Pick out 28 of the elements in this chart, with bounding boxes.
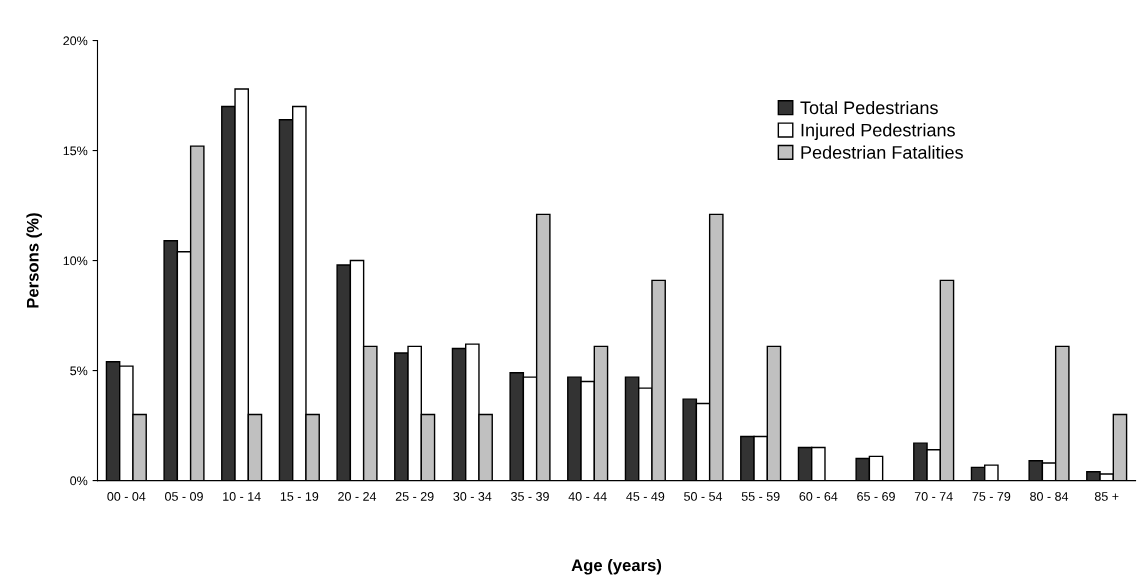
x-tick-label: 25 - 29 (395, 492, 434, 501)
legend-label: Pedestrian Fatalities (801, 145, 963, 159)
x-tick-label: 20 - 24 (338, 492, 377, 501)
x-axis-title: Age (years) (571, 558, 662, 575)
x-tick-label: 45 - 49 (626, 492, 665, 501)
y-tick-label: 0% (70, 476, 88, 486)
y-axis-title: Persons (%) (26, 213, 42, 308)
x-tick-label: 00 - 04 (107, 492, 146, 501)
x-tick-label: 85 + (1094, 492, 1119, 501)
x-tick-label: 15 - 19 (280, 492, 319, 501)
x-tick-label: 75 - 79 (972, 492, 1011, 501)
x-tick-label: 10 - 14 (223, 492, 261, 501)
y-tick-label: 10% (63, 256, 88, 266)
legend-label: Injured Pedestrians (801, 123, 955, 141)
x-tick-label: 60 - 64 (799, 492, 838, 501)
x-tick-label: 80 - 84 (1030, 492, 1069, 501)
y-tick-label: 5% (70, 366, 88, 376)
legend-label: Total Pedestrians (800, 100, 938, 115)
x-tick-label: 40 - 44 (568, 492, 607, 501)
x-tick-label: 05 - 09 (165, 492, 203, 501)
x-tick-label: 50 - 54 (684, 492, 723, 501)
x-tick-label: 65 - 69 (857, 492, 895, 501)
y-tick-label: 15% (63, 146, 88, 156)
x-tick-label: 55 - 59 (741, 492, 780, 501)
x-tick-label: 70 - 74 (914, 492, 953, 501)
x-tick-label: 35 - 39 (511, 492, 549, 501)
y-tick-label: 20% (63, 36, 88, 46)
x-tick-label: 30 - 34 (453, 492, 492, 501)
